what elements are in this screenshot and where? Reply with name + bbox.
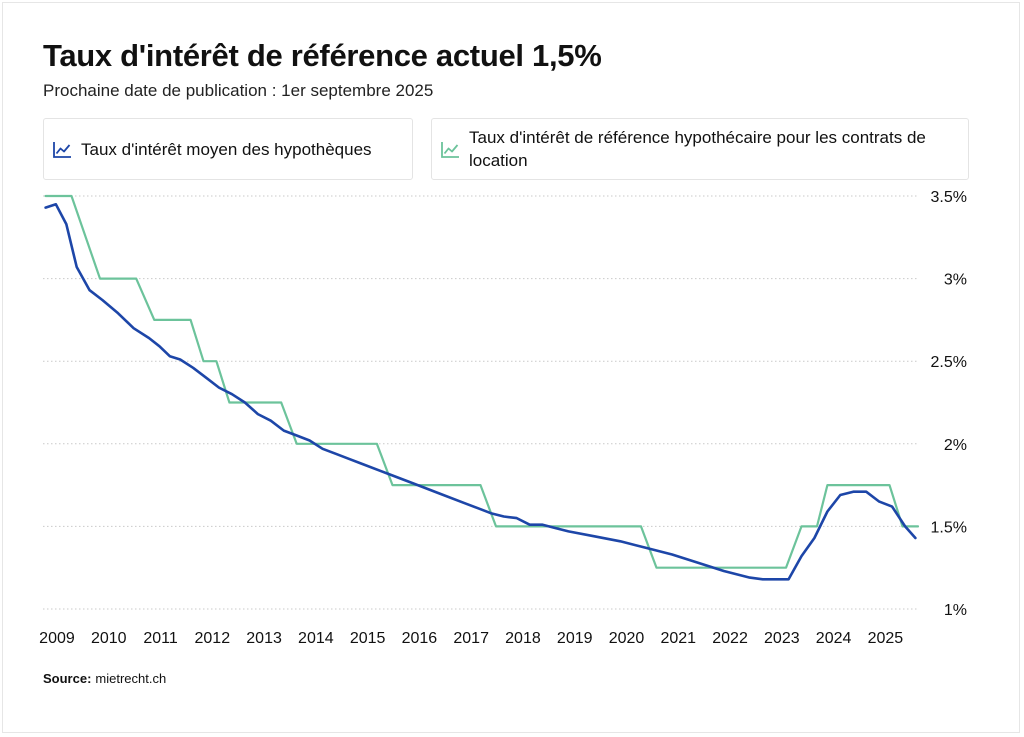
x-tick-label: 2018 xyxy=(505,630,541,647)
x-tick-label: 2023 xyxy=(764,630,800,647)
y-tick-label: 1% xyxy=(944,602,967,619)
x-tick-label: 2010 xyxy=(91,630,127,647)
line-chart-icon xyxy=(441,142,459,158)
legend-label-reference-rate: Taux d'intérêt de référence hypothécaire… xyxy=(469,128,926,170)
x-tick-label: 2011 xyxy=(143,630,178,647)
x-tick-label: 2020 xyxy=(609,630,645,647)
x-tick-label: 2021 xyxy=(660,630,696,647)
y-tick-label: 3% xyxy=(944,272,967,289)
source-note: Source: mietrecht.ch xyxy=(43,671,166,686)
legend-item-reference-rate[interactable]: Taux d'intérêt de référence hypothécaire… xyxy=(431,118,969,180)
line-chart-icon xyxy=(53,142,71,158)
series-line-reference-rate xyxy=(44,194,920,569)
series-line-average-rate xyxy=(44,203,917,581)
x-tick-label: 2015 xyxy=(350,630,386,647)
x-tick-label: 2009 xyxy=(39,630,75,647)
x-tick-label: 2012 xyxy=(195,630,231,647)
chart-subtitle: Prochaine date de publication : 1er sept… xyxy=(43,81,434,100)
x-tick-label: 2013 xyxy=(246,630,282,647)
y-tick-label: 2.5% xyxy=(931,354,967,371)
legend-label-average-rate: Taux d'intérêt moyen des hypothèques xyxy=(81,140,372,159)
x-tick-label: 2025 xyxy=(868,630,904,647)
y-tick-label: 3.5% xyxy=(931,189,967,206)
y-tick-label: 2% xyxy=(944,437,967,454)
chart-title: Taux d'intérêt de référence actuel 1,5% xyxy=(43,38,602,73)
x-tick-label: 2014 xyxy=(298,630,334,647)
x-tick-label: 2017 xyxy=(453,630,489,647)
x-tick-label: 2019 xyxy=(557,630,593,647)
source-label: Source: xyxy=(43,671,92,686)
y-tick-label: 1.5% xyxy=(931,519,967,536)
x-tick-label: 2016 xyxy=(402,630,438,647)
source-value: mietrecht.ch xyxy=(95,671,167,686)
x-tick-label: 2022 xyxy=(712,630,748,647)
legend-item-average-rate[interactable]: Taux d'intérêt moyen des hypothèques xyxy=(43,118,413,180)
x-tick-label: 2024 xyxy=(816,630,852,647)
